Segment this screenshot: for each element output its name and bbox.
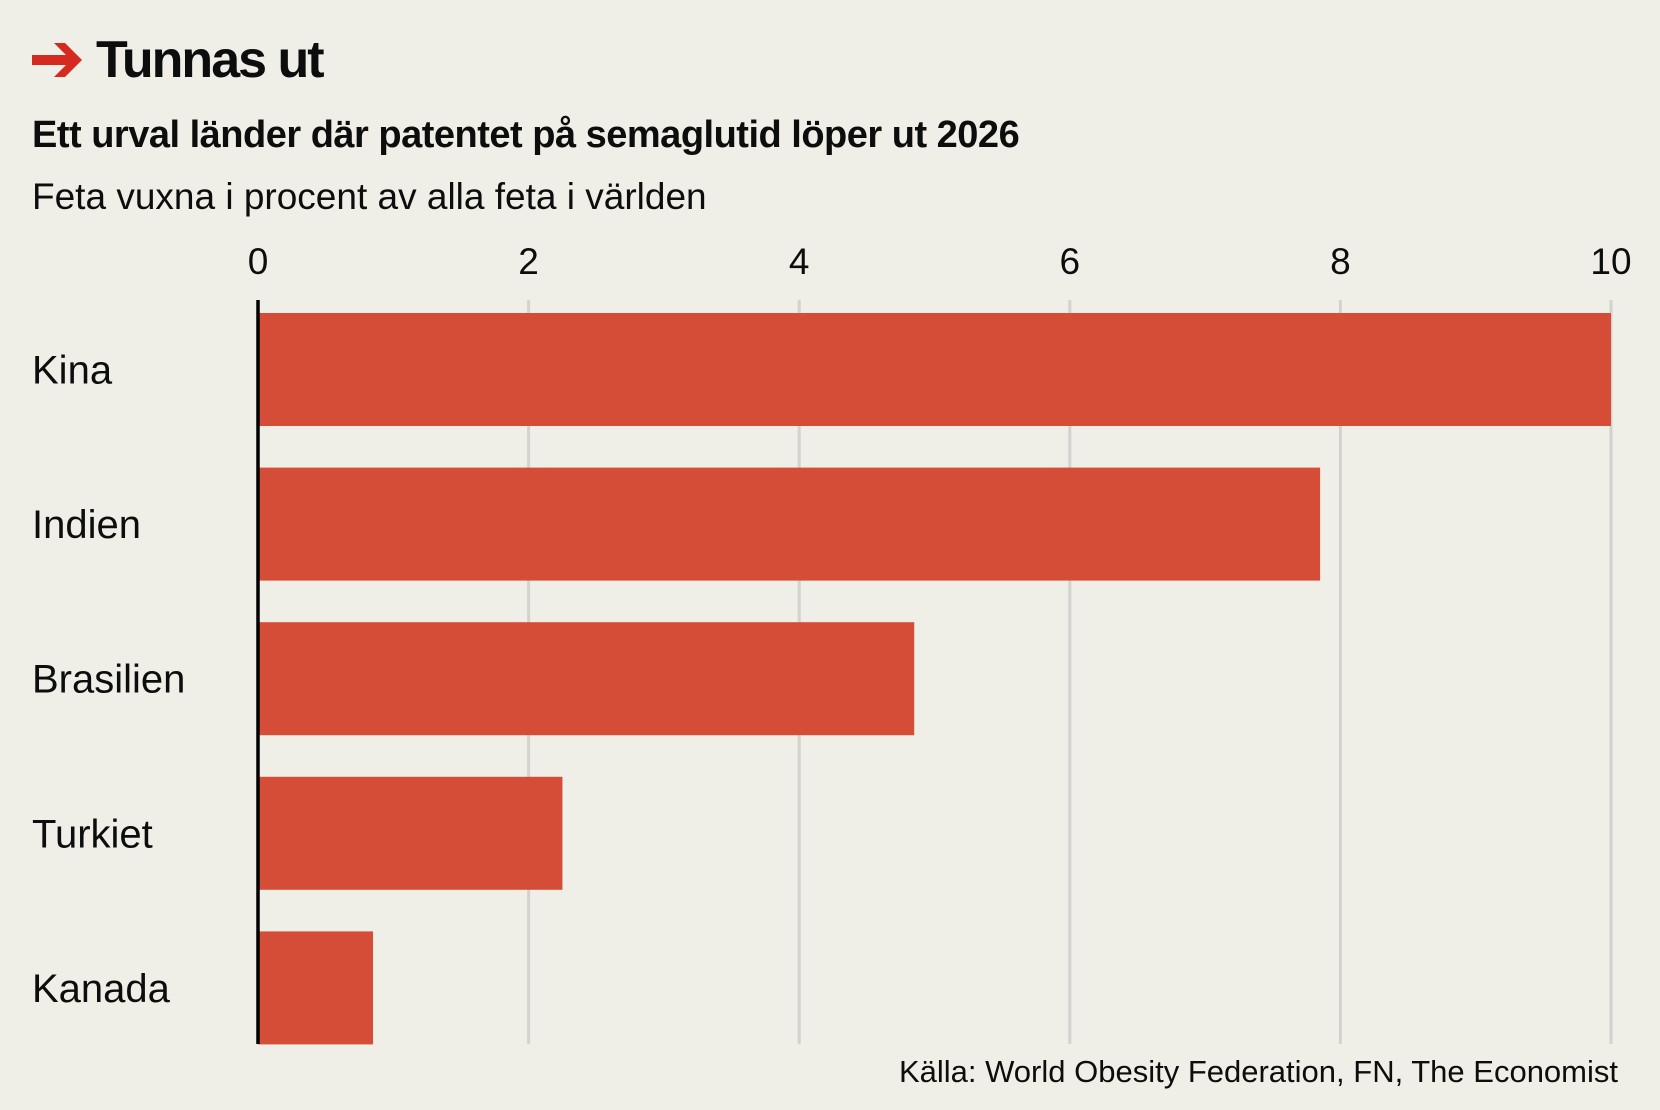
x-tick-label: 4 — [789, 241, 810, 282]
bar — [258, 776, 563, 890]
title-text: Tunnas ut — [96, 31, 325, 89]
chart-subtitle: Ett urval länder där patentet på semaglu… — [32, 114, 1020, 156]
x-tick-label: 10 — [1590, 241, 1631, 282]
arrow-right-icon — [32, 43, 82, 77]
category-label: Turkiet — [32, 812, 153, 856]
category-label: Kina — [32, 349, 113, 393]
unit-label: Feta vuxna i procent av alla feta i värl… — [32, 176, 707, 217]
category-label: Brasilien — [32, 658, 185, 702]
x-tick-label: 6 — [1060, 241, 1081, 282]
bar — [258, 313, 1611, 426]
bar — [258, 467, 1321, 581]
x-tick-label: 8 — [1330, 241, 1351, 282]
category-label: Indien — [32, 503, 141, 547]
bar — [258, 931, 374, 1045]
chart-title: Tunnas ut — [32, 30, 325, 90]
x-tick-label: 0 — [248, 241, 269, 282]
x-tick-label: 2 — [518, 241, 539, 282]
bar — [258, 622, 915, 736]
category-label: Kanada — [32, 967, 171, 1011]
source-note: Källa: World Obesity Federation, FN, The… — [898, 1054, 1618, 1089]
